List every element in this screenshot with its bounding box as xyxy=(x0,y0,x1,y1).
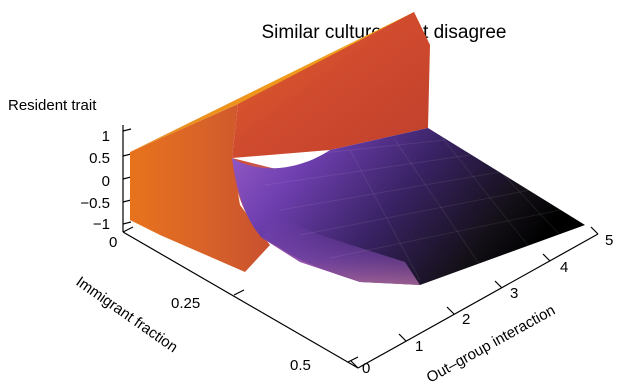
mesh-line xyxy=(254,139,446,161)
mesh-line xyxy=(394,139,481,266)
mesh-line xyxy=(439,134,531,249)
z-tick-label: 0 xyxy=(102,173,110,190)
y-axis-label: Immigrant fraction xyxy=(73,273,181,356)
x-tick-mark xyxy=(494,280,503,289)
mesh-line xyxy=(279,171,501,211)
z-tick-label: 1 xyxy=(102,128,110,145)
z-axis-label: Resident trait xyxy=(8,97,97,114)
x-tick-mark xyxy=(542,253,551,262)
y-tick-label: 0.25 xyxy=(171,295,200,312)
y-tick-mark xyxy=(347,356,359,363)
y-tick-label: 0 xyxy=(109,234,117,251)
z-tick-mark xyxy=(122,199,132,203)
x-tick-label: 0 xyxy=(362,360,370,377)
z-tick-mark xyxy=(122,221,132,225)
surface-floor-front-shade xyxy=(262,215,420,285)
y-axis-line xyxy=(122,231,359,369)
z-tick-mark xyxy=(122,176,132,180)
x-tick-mark xyxy=(398,333,407,342)
x-tick-label: 1 xyxy=(415,338,423,355)
z-tick-mark xyxy=(122,128,132,132)
surface-back-wall xyxy=(232,12,430,158)
z-tick-mark xyxy=(122,153,132,157)
z-tick-label: −0.5 xyxy=(80,195,110,212)
x-tick-label: 2 xyxy=(462,311,470,328)
z-tick-label: −1 xyxy=(93,216,110,233)
z-axis: 1 0.5 0 −0.5 −1 xyxy=(80,125,132,233)
surface-mesh xyxy=(254,134,561,281)
x-axis-line xyxy=(357,233,599,369)
y-tick-label: 0.5 xyxy=(290,357,311,374)
mesh-line xyxy=(329,209,561,259)
mesh-line xyxy=(349,149,421,281)
z-tick-label: 0.5 xyxy=(89,150,110,167)
mesh-line xyxy=(484,154,561,236)
x-tick-label: 5 xyxy=(605,232,613,249)
surface-left-flap xyxy=(130,104,270,272)
x-tick-mark xyxy=(446,306,455,315)
x-tick-label: 4 xyxy=(560,259,568,276)
x-tick-mark xyxy=(590,226,599,235)
x-axis-label: Out–group interaction xyxy=(424,302,558,383)
y-tick-mark xyxy=(122,226,134,233)
y-tick-mark xyxy=(233,289,245,296)
mesh-line xyxy=(299,189,531,236)
mesh-line xyxy=(264,154,471,186)
x-tick-label: 3 xyxy=(510,285,518,302)
surface-plot xyxy=(130,12,585,285)
x-tick-mark xyxy=(350,360,359,369)
